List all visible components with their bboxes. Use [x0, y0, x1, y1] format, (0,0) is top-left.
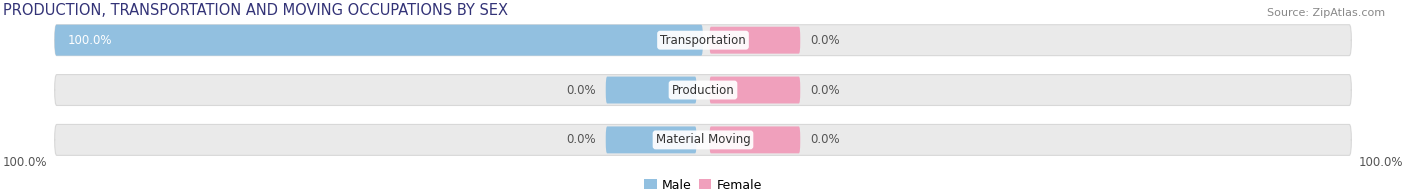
- FancyBboxPatch shape: [55, 25, 1351, 56]
- Text: Production: Production: [672, 83, 734, 97]
- FancyBboxPatch shape: [55, 124, 1351, 155]
- Text: 0.0%: 0.0%: [567, 83, 596, 97]
- Text: 0.0%: 0.0%: [810, 34, 839, 47]
- FancyBboxPatch shape: [606, 77, 696, 103]
- Text: 100.0%: 100.0%: [3, 156, 48, 169]
- FancyBboxPatch shape: [55, 75, 1351, 105]
- Text: 0.0%: 0.0%: [810, 83, 839, 97]
- FancyBboxPatch shape: [710, 126, 800, 153]
- Text: Material Moving: Material Moving: [655, 133, 751, 146]
- Text: 0.0%: 0.0%: [810, 133, 839, 146]
- FancyBboxPatch shape: [710, 77, 800, 103]
- Text: 0.0%: 0.0%: [567, 133, 596, 146]
- Text: Transportation: Transportation: [661, 34, 745, 47]
- Text: PRODUCTION, TRANSPORTATION AND MOVING OCCUPATIONS BY SEX: PRODUCTION, TRANSPORTATION AND MOVING OC…: [3, 3, 508, 18]
- FancyBboxPatch shape: [55, 25, 703, 56]
- FancyBboxPatch shape: [606, 27, 696, 54]
- Legend: Male, Female: Male, Female: [640, 174, 766, 196]
- FancyBboxPatch shape: [710, 27, 800, 54]
- Text: 100.0%: 100.0%: [67, 34, 112, 47]
- Text: 100.0%: 100.0%: [1358, 156, 1403, 169]
- Text: Source: ZipAtlas.com: Source: ZipAtlas.com: [1267, 8, 1385, 18]
- FancyBboxPatch shape: [606, 126, 696, 153]
